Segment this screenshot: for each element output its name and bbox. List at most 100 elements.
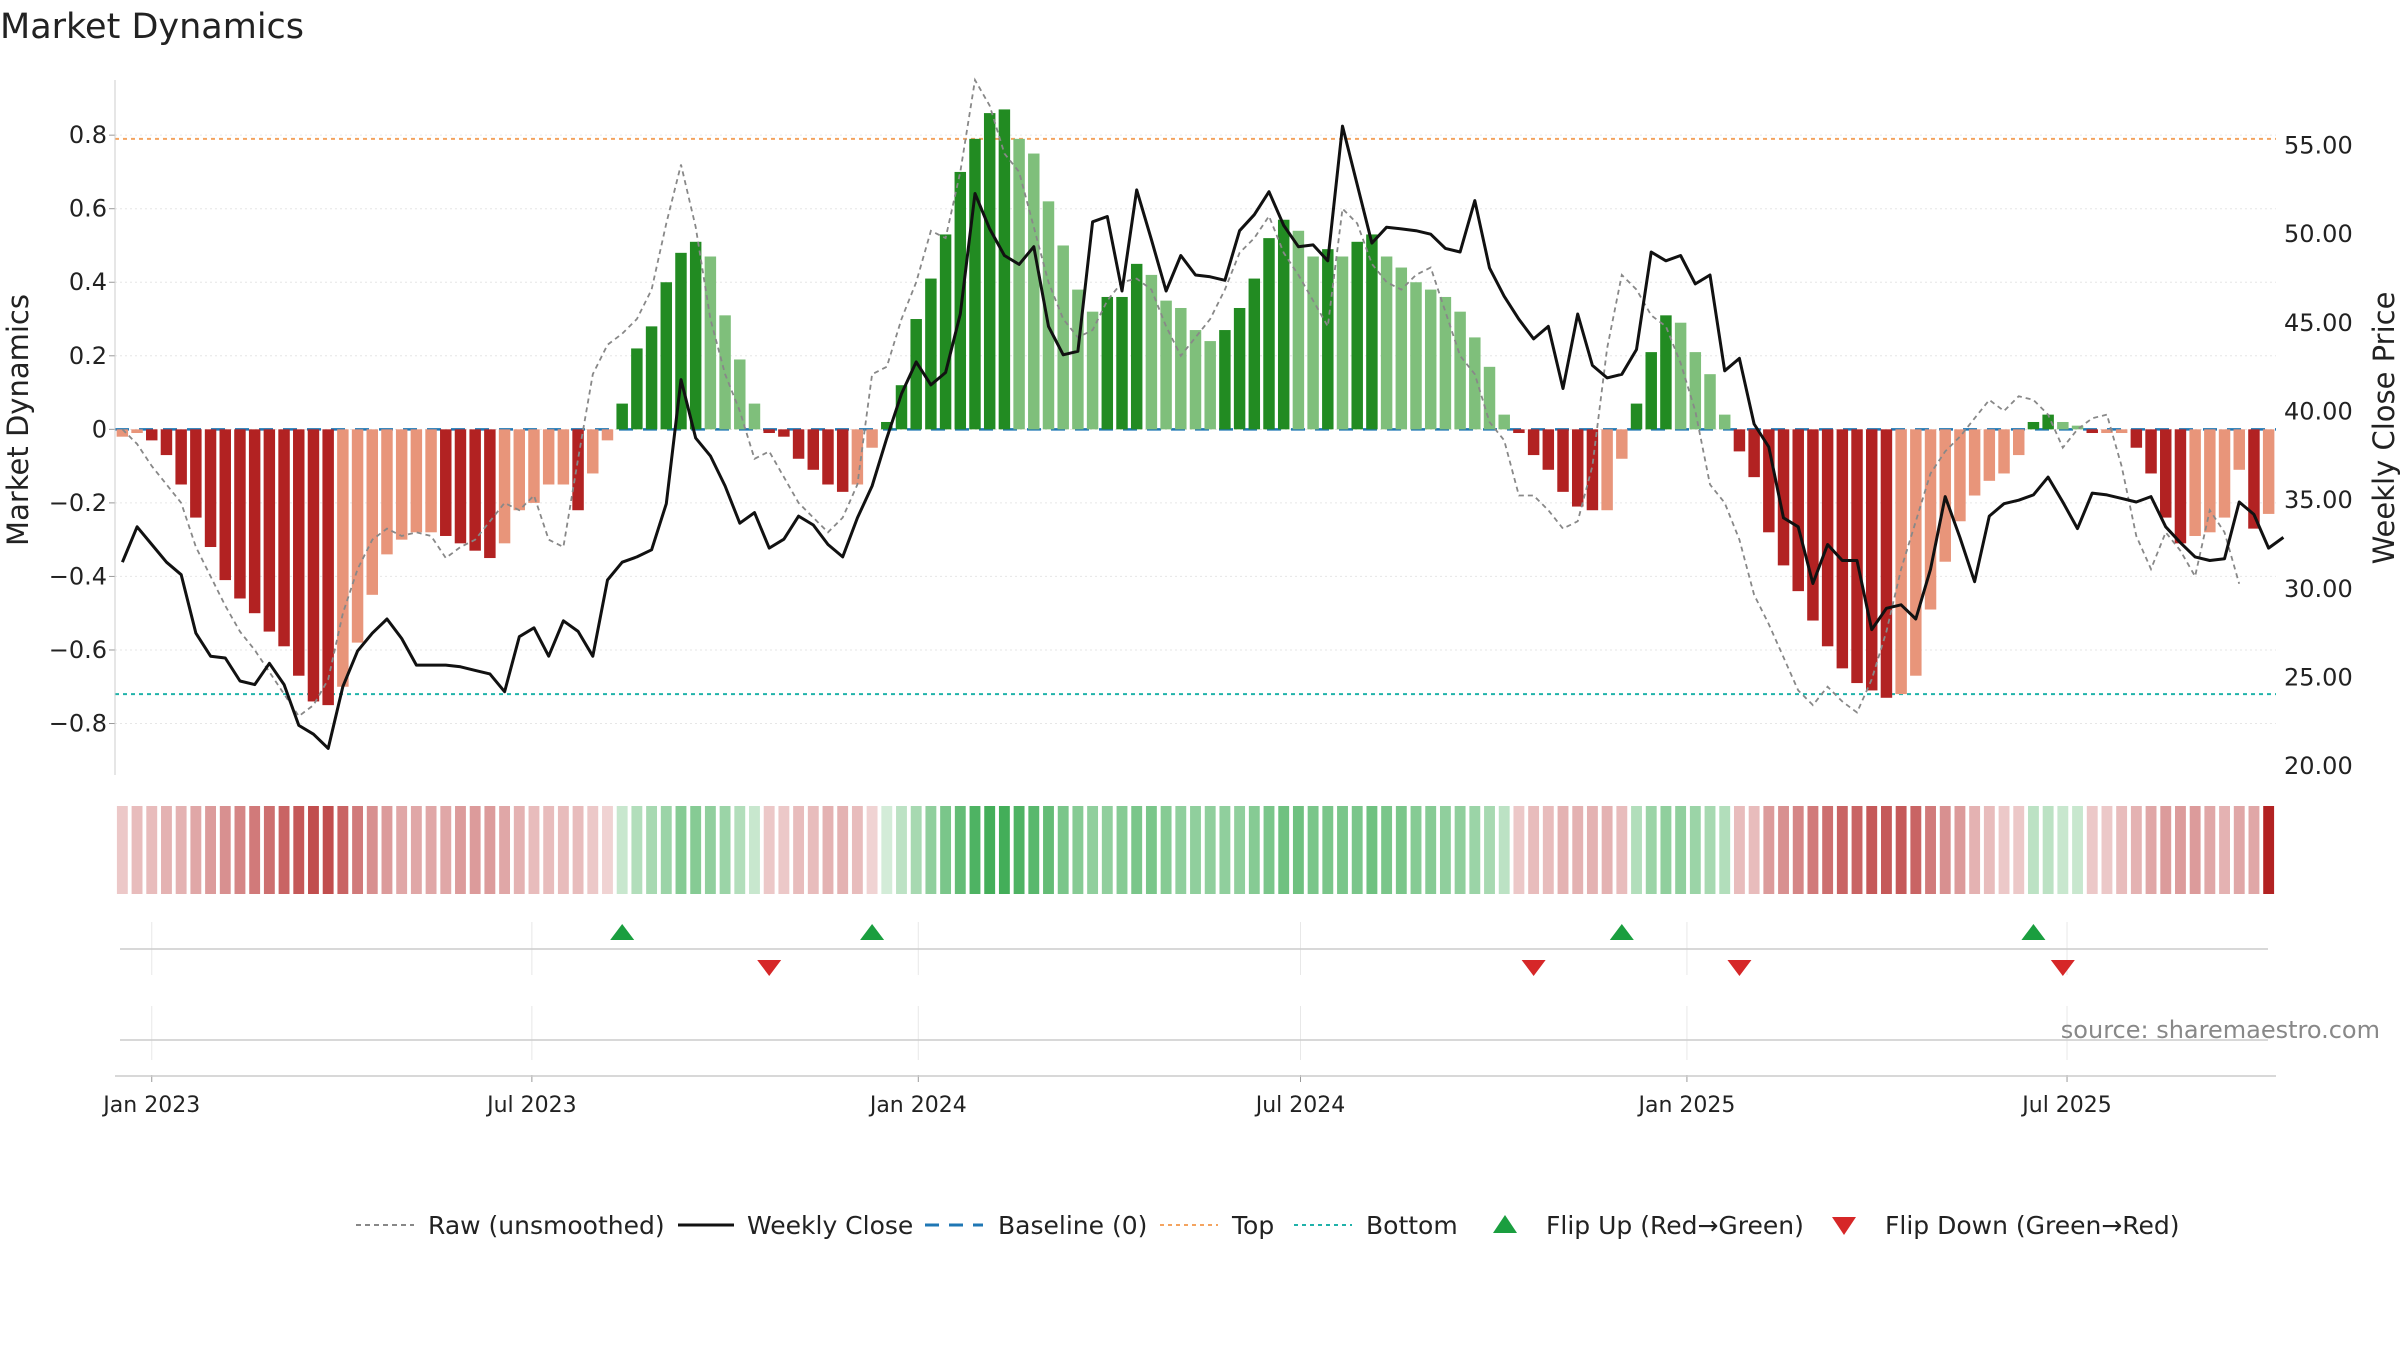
regime-cell [513,806,525,894]
regime-cell [2042,806,2054,894]
regime-cell [690,806,702,894]
regime-cell [807,806,819,894]
dynamics-bar [1807,429,1819,621]
legend-label: Top [1231,1211,1274,1240]
dynamics-bar [1322,249,1334,430]
dynamics-bar [234,429,246,599]
regime-cell [822,806,834,894]
legend: Raw (unsmoothed) Weekly Close Baseline (0)… [356,1211,2180,1240]
regime-cell [1248,806,1260,894]
source-credit: source: sharemaestro.com [2061,1016,2380,1044]
dynamics-bar [734,359,746,430]
dynamics-bar [395,429,408,540]
flip-up-marker [1609,924,1634,940]
regime-cell [1292,806,1304,894]
dynamics-bar [910,319,922,430]
regime-cell [557,806,569,894]
dynamics-bar [278,429,290,647]
dynamics-bar [1336,256,1349,430]
regime-cell [1145,806,1157,894]
regime-cell [1631,806,1642,894]
regime-cell [396,806,408,894]
chart-title: Market Dynamics [0,7,304,47]
regime-cell [161,806,172,894]
y-tick-label: 0 [92,415,107,443]
regime-cell [2233,806,2245,894]
dynamics-bar [1469,337,1481,430]
regime-cell [602,806,613,894]
regime-cell [1939,806,1951,894]
legend-label: Flip Down (Green→Red) [1885,1211,2180,1240]
dynamics-bar [587,429,599,474]
dynamics-bar [601,429,614,441]
regime-cell [1557,806,1569,894]
regime-cell [2263,806,2275,894]
regime-cell [646,806,658,894]
dynamics-bar [2115,429,2128,434]
dynamics-bar [337,429,349,687]
regime-cell [851,806,863,894]
regime-cell [499,806,511,894]
dynamics-bar [469,429,481,551]
y-tick-label: −0.6 [49,636,107,664]
regime-cell [2013,806,2025,894]
dynamics-bar [1763,429,1775,533]
dynamics-bar [2160,429,2172,518]
dynamics-bar [1292,230,1305,430]
regime-strip [116,806,2275,894]
regime-cell [2116,806,2128,894]
dynamics-bar [219,429,231,581]
dynamics-bar [116,429,129,437]
dynamics-bar [1630,403,1643,430]
dynamics-bar [2248,429,2260,529]
legend-label: Raw (unsmoothed) [428,1211,665,1240]
regime-cell [2086,806,2098,894]
regime-cell [219,806,231,894]
dynamics-bar [1601,429,1613,511]
legend-item-flip-up: Flip Up (Red→Green) [1493,1211,1804,1240]
y-right-tick-label: 20.00 [2284,752,2353,780]
regime-cell [793,806,805,894]
regime-cell [631,806,643,894]
regime-cell [1484,806,1495,894]
dynamics-bar [2145,429,2157,474]
regime-cell [1072,806,1084,894]
flip-down-marker [757,960,782,976]
x-tick-label: Jan 2023 [101,1093,200,1118]
dynamics-bar [1439,296,1452,430]
dynamics-bar [1792,429,1804,592]
dynamics-bar [2027,421,2040,430]
regime-cell [1469,806,1481,894]
regime-cell [1381,806,1393,894]
regime-cell [1116,806,1128,894]
legend-flip-up-swatch [1493,1215,1517,1233]
regime-cell [2204,806,2216,894]
regime-cell [2175,806,2186,894]
regime-cell [1454,806,1466,894]
regime-cell [704,806,716,894]
dynamics-bar [1924,429,1937,610]
dynamics-bar [660,282,673,430]
regime-cell [410,806,422,894]
dynamics-bar [748,403,761,430]
x-tick-label: Jul 2025 [2020,1093,2112,1118]
dynamics-bar [1366,234,1378,430]
legend-item-close: Weekly Close [678,1211,913,1240]
regime-cell [528,806,540,894]
dynamics-bar [2042,414,2054,430]
regime-cell [660,806,672,894]
regime-cell [1689,806,1701,894]
dynamics-bar [425,429,437,533]
regime-cell [455,806,466,894]
regime-cell [675,806,687,894]
regime-cell [1645,806,1657,894]
regime-cell [1748,806,1760,894]
regime-cell [1954,806,1966,894]
dynamics-bar [645,326,658,430]
dynamics-bar [1028,153,1040,430]
legend-item-baseline: Baseline (0) [925,1211,1147,1240]
dynamics-bar [1571,429,1584,507]
dynamics-bar [190,429,202,518]
dynamics-bar [1718,414,1731,430]
regime-cell [1366,806,1378,894]
